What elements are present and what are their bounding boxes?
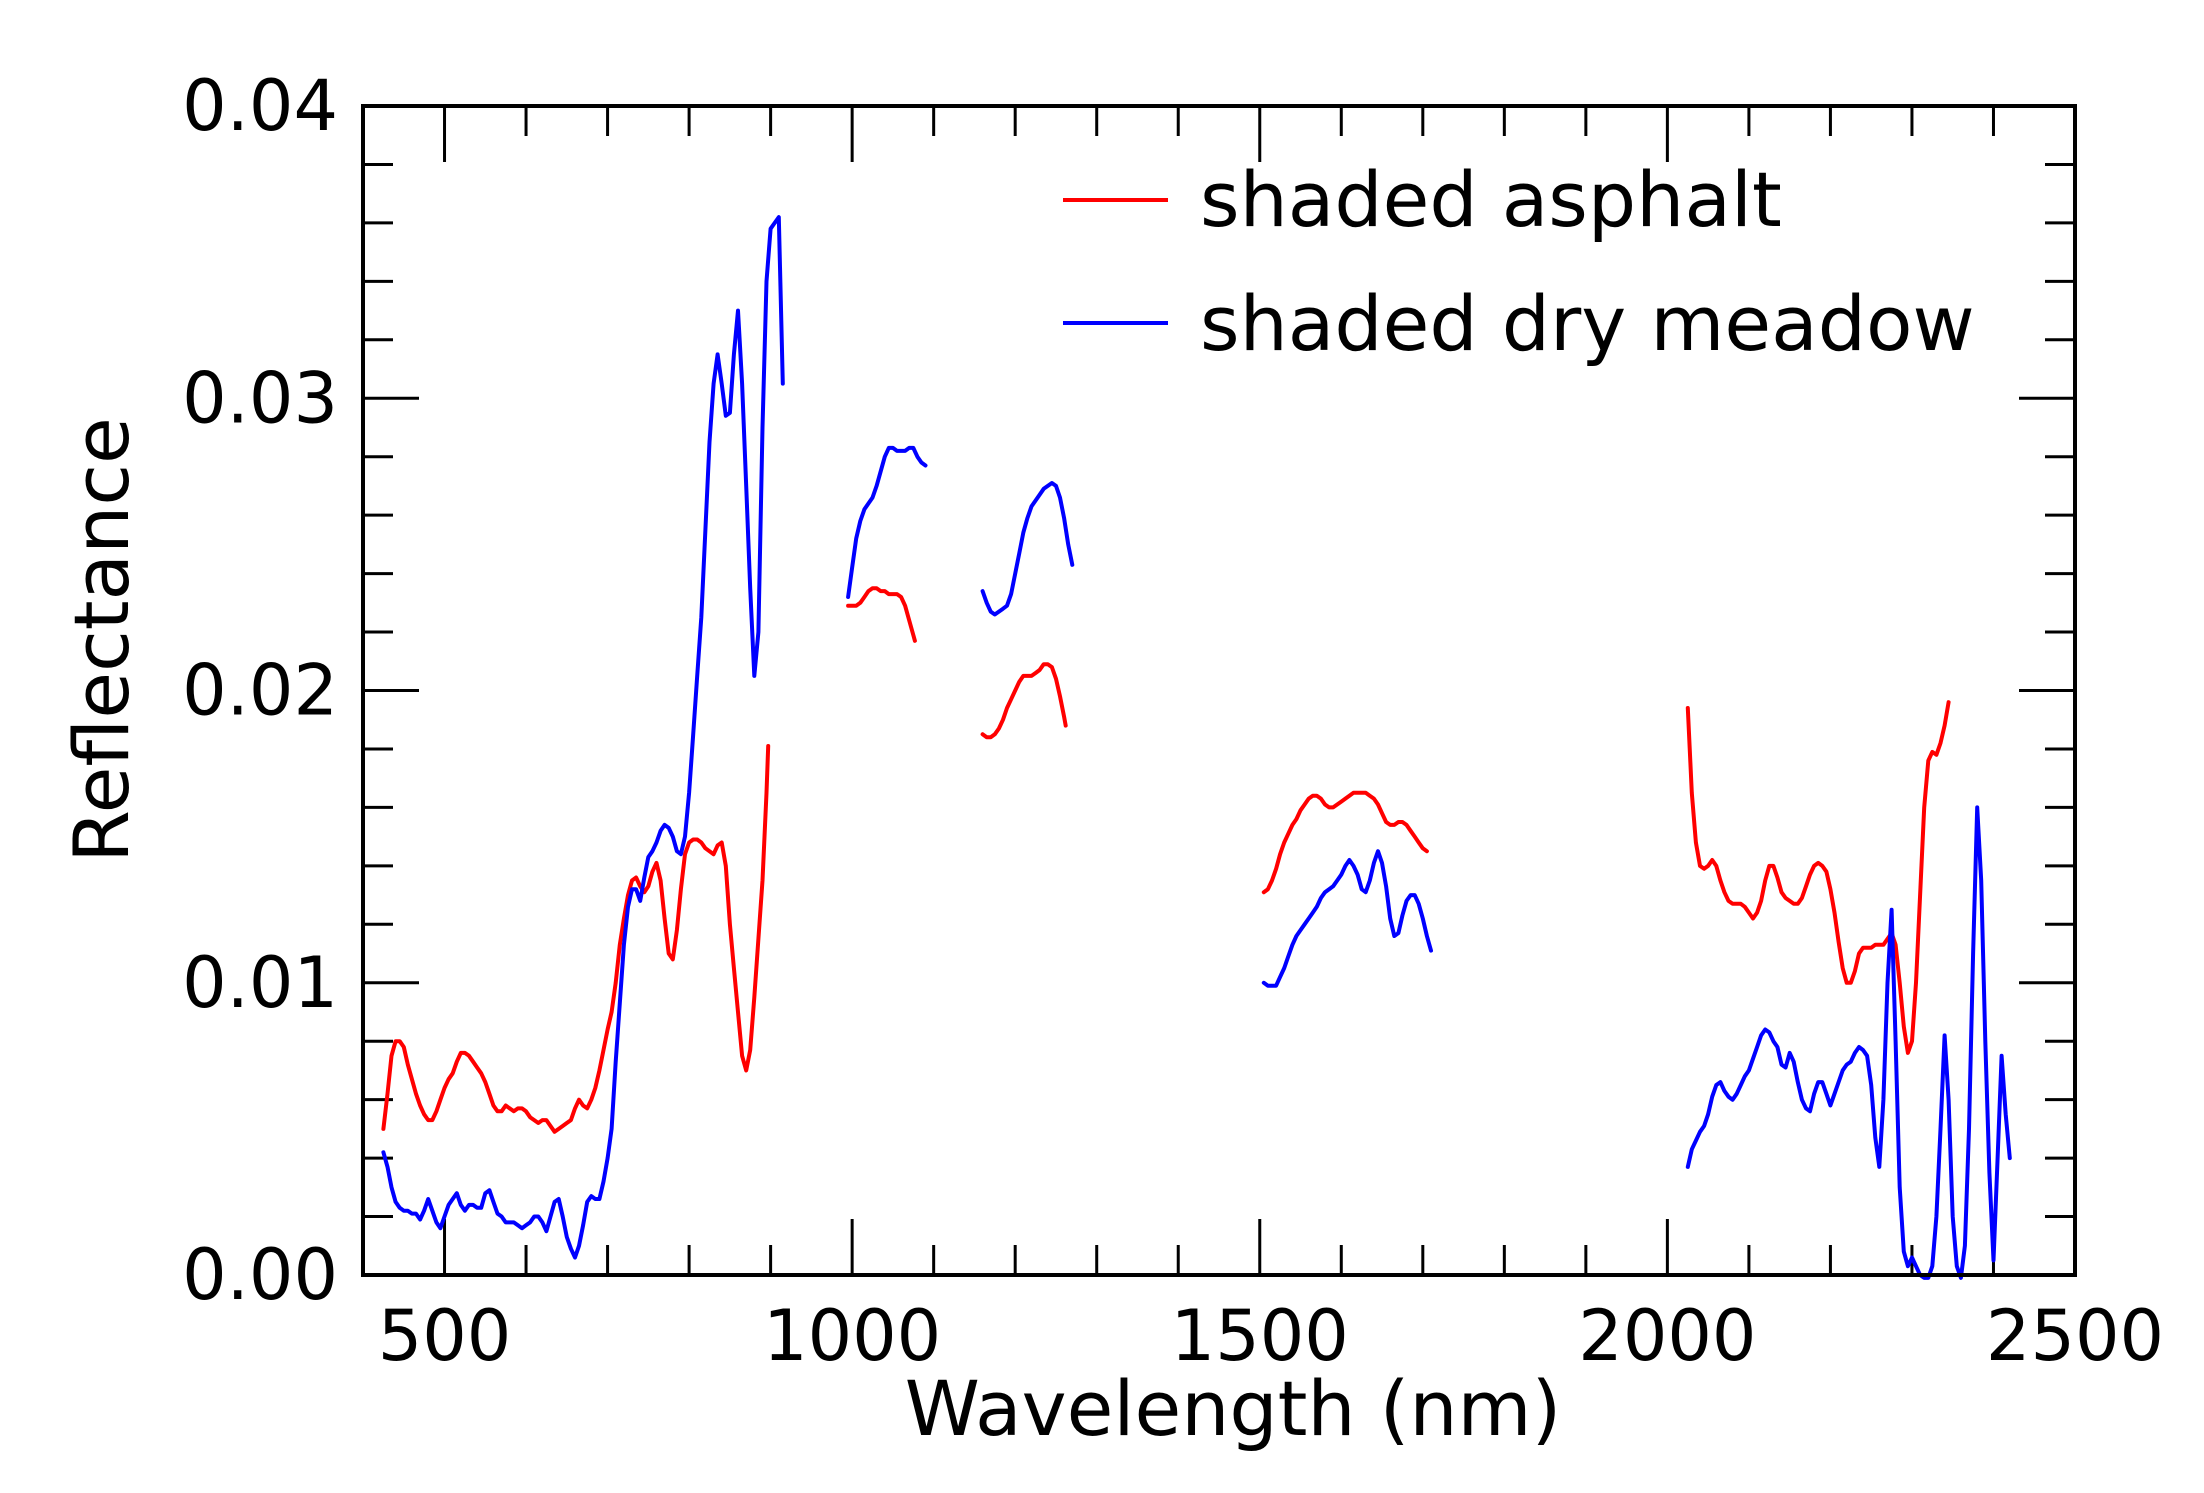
series-line-shaded-dry-meadow <box>1261 849 1433 988</box>
minor-ticks <box>363 106 2075 1275</box>
y-tick-label: 0.02 <box>182 650 338 732</box>
y-tick-label: 0.01 <box>182 942 338 1024</box>
y-tick-label: 0.04 <box>182 65 338 147</box>
y-tick-label: 0.00 <box>182 1234 338 1316</box>
series-line-shaded-asphalt <box>1685 700 1951 1055</box>
series-line-shaded-dry-meadow <box>381 215 785 1260</box>
series-line-shaded-asphalt <box>846 586 917 643</box>
x-tick-label: 1500 <box>1171 1295 1349 1377</box>
plot-frame <box>361 104 2077 1277</box>
series-line-shaded-asphalt <box>1261 790 1429 895</box>
x-tick-labels: 500 1000 1500 2000 2500 <box>378 1295 2164 1377</box>
x-tick-label: 2500 <box>1986 1295 2164 1377</box>
x-tick-label: 500 <box>378 1295 512 1377</box>
legend: shaded asphalt shaded dry meadow <box>1063 155 1975 368</box>
x-tick-label: 2000 <box>1578 1295 1756 1377</box>
y-tick-label: 0.03 <box>182 357 338 439</box>
y-axis-label: Reflectance <box>57 417 146 863</box>
x-tick-label: 1000 <box>763 1295 941 1377</box>
legend-label-shaded-asphalt: shaded asphalt <box>1200 155 1782 244</box>
series-line-shaded-dry-meadow <box>1685 805 2012 1280</box>
series-line-shaded-asphalt <box>381 744 771 1134</box>
series-line-shaded-dry-meadow <box>980 481 1075 617</box>
legend-label-shaded-dry-meadow: shaded dry meadow <box>1200 279 1975 368</box>
x-axis-label: Wavelength (nm) <box>905 1364 1562 1453</box>
series-layer <box>381 215 2012 1280</box>
y-tick-labels: 0.00 0.01 0.02 0.03 0.04 <box>182 65 338 1316</box>
series-line-shaded-dry-meadow <box>846 445 928 599</box>
series-line-shaded-asphalt <box>980 662 1068 740</box>
